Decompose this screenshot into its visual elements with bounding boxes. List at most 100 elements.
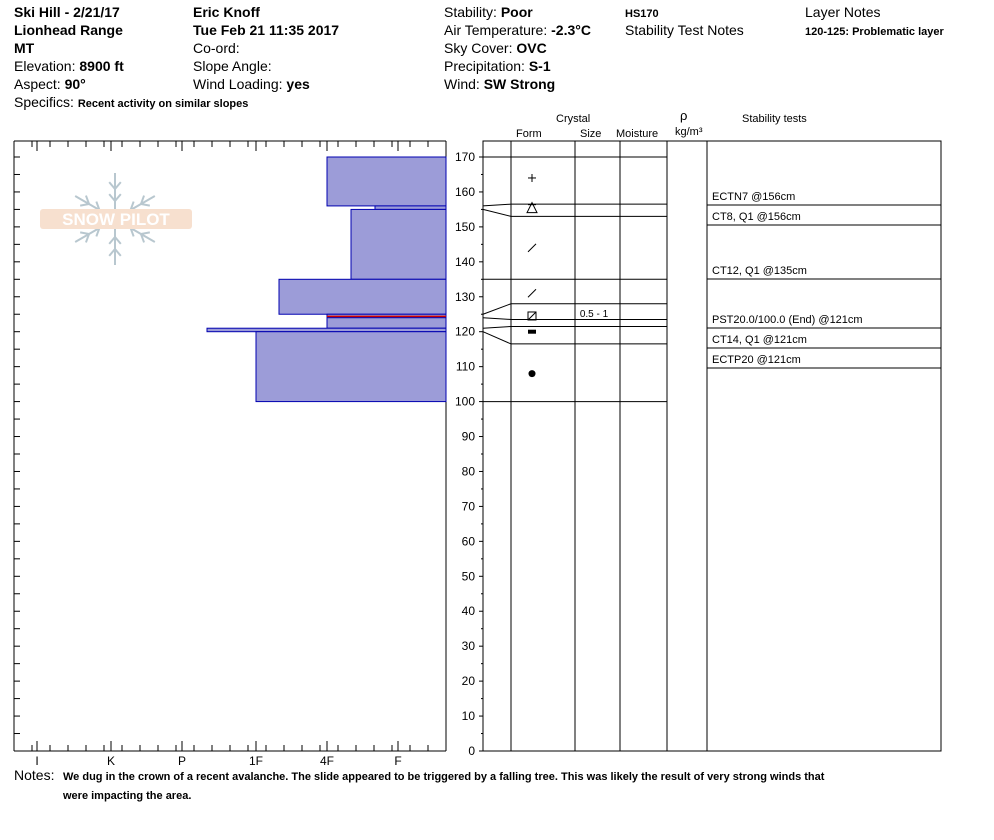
- hardness-label: I: [35, 754, 38, 768]
- stability-tests-header: Stability tests: [742, 113, 807, 125]
- sky-cover-value: OVC: [516, 40, 547, 56]
- snowflake-branch-icon: [108, 248, 116, 257]
- notes-label: Notes:: [14, 767, 55, 783]
- depth-label: 110: [456, 360, 475, 374]
- stability-test-entry: ECTP20 @121cm: [712, 354, 801, 366]
- elevation-field: Elevation: 8900 ft: [14, 58, 124, 74]
- sky-cover-label: Sky Cover:: [444, 40, 513, 56]
- air-temp-label: Air Temperature:: [444, 22, 548, 38]
- dot-icon: [528, 370, 536, 378]
- hardness-label: P: [178, 754, 186, 768]
- snowflake-branch-icon: [114, 248, 122, 257]
- layer-note: 120-125: Problematic layer: [805, 26, 944, 38]
- logo-text: SNOW PILOT: [62, 210, 170, 229]
- snowflake-branch-icon: [140, 203, 151, 207]
- size-header: Size: [580, 128, 602, 140]
- snowflake-branch-icon: [114, 181, 122, 190]
- hardness-label: 1F: [249, 754, 263, 768]
- wind-loading-label: Wind Loading:: [193, 76, 283, 92]
- precipitation-value: S-1: [528, 58, 551, 74]
- air-temp-field: Air Temperature: -2.3°C: [444, 22, 591, 38]
- depth-label: 100: [455, 395, 475, 409]
- air-temp-value: -2.3°C: [551, 22, 591, 38]
- stability-test-notes-label: Stability Test Notes: [625, 22, 744, 38]
- depth-label: 160: [455, 185, 475, 199]
- snowflake-branch-icon: [140, 195, 145, 205]
- snowflake-branch-icon: [108, 236, 116, 245]
- depth-label: 10: [462, 709, 476, 723]
- depth-label: 90: [462, 430, 476, 444]
- wind-value: SW Strong: [483, 76, 556, 92]
- density-unit: kg/m³: [675, 126, 703, 138]
- depth-label: 130: [455, 290, 475, 304]
- depth-label: 20: [462, 674, 476, 688]
- layer-boundary-connector: [482, 325, 512, 329]
- density-symbol: ρ: [680, 108, 688, 123]
- layer-notes-label: Layer Notes: [805, 4, 881, 20]
- precipitation-label: Precipitation:: [444, 58, 525, 74]
- snowflake-branch-icon: [114, 193, 122, 202]
- snowflake-branch-icon: [129, 201, 135, 211]
- layer-boundary-connector: [482, 303, 512, 315]
- elevation-label: Elevation:: [14, 58, 76, 74]
- crystal-header: Crystal: [556, 113, 591, 125]
- hardness-layer-bar: [206, 327, 447, 333]
- depth-label: 80: [462, 464, 476, 478]
- observer-name: Eric Knoff: [193, 4, 260, 20]
- state-name: MT: [14, 40, 35, 56]
- notes-line-2: were impacting the area.: [63, 790, 192, 802]
- wind-loading-value: yes: [286, 76, 310, 92]
- dash-icon: [528, 329, 536, 334]
- specifics-value: Recent activity on similar slopes: [77, 98, 249, 110]
- depth-label: 140: [455, 255, 475, 269]
- snowflake-branch-icon: [79, 203, 90, 207]
- wind-loading-field: Wind Loading: yes: [193, 76, 310, 92]
- depth-label: 40: [462, 604, 476, 618]
- stability-label: Stability:: [444, 4, 497, 20]
- hardness-label: F: [394, 754, 401, 768]
- hardness-label: 4F: [320, 754, 334, 768]
- slope-angle-label: Slope Angle:: [193, 58, 272, 74]
- stability-field: Stability: Poor: [444, 4, 533, 20]
- crystal-size-value: 0.5 - 1: [580, 309, 609, 320]
- depth-label: 30: [462, 639, 476, 653]
- specifics-field: Specifics: Recent activity on similar sl…: [14, 94, 248, 112]
- depth-label: 170: [455, 150, 475, 164]
- precipitation-field: Precipitation: S-1: [444, 58, 551, 74]
- hardness-layer-bar: [326, 317, 447, 329]
- surface-hoar-icon: [526, 201, 538, 214]
- depth-label: 50: [462, 569, 476, 583]
- notes-line-1: We dug in the crown of a recent avalanch…: [63, 771, 825, 783]
- snowflake-branch-icon: [95, 227, 101, 237]
- aspect-label: Aspect:: [14, 76, 61, 92]
- snowflake-branch-icon: [129, 227, 135, 237]
- profile-grid-frame: [482, 140, 942, 752]
- hardness-layer-bar: [255, 331, 447, 403]
- snowflake-branch-icon: [108, 181, 116, 190]
- range-name: Lionhead Range: [14, 22, 123, 38]
- snow-height: HS170: [625, 8, 659, 20]
- stability-test-entry: CT8, Q1 @156cm: [712, 211, 801, 223]
- snowflake-branch-icon: [140, 233, 145, 243]
- snowflake-branch-icon: [85, 195, 90, 205]
- coord-label: Co-ord:: [193, 40, 240, 56]
- snowflake-branch-icon: [140, 231, 151, 235]
- aspect-value: 90°: [64, 76, 86, 92]
- depth-label: 60: [462, 534, 476, 548]
- snowflake-branch-icon: [85, 233, 90, 243]
- specifics-label: Specifics:: [14, 94, 74, 110]
- form-header: Form: [516, 128, 542, 140]
- hardness-layer-bar: [350, 208, 447, 280]
- stability-test-entry: PST20.0/100.0 (End) @121cm: [712, 314, 863, 326]
- hardness-layer-bar: [374, 205, 447, 210]
- snowflake-branch-icon: [114, 236, 122, 245]
- stability-test-entry: ECTN7 @156cm: [712, 191, 795, 203]
- hardness-layer-bar: [326, 156, 447, 207]
- sky-cover-field: Sky Cover: OVC: [444, 40, 547, 56]
- layer-boundary-connector: [482, 208, 512, 217]
- hardness-layer-bar: [278, 278, 447, 315]
- snowflake-branch-icon: [79, 231, 90, 235]
- moisture-header: Moisture: [616, 128, 659, 140]
- snowflake-branch-icon: [95, 201, 101, 211]
